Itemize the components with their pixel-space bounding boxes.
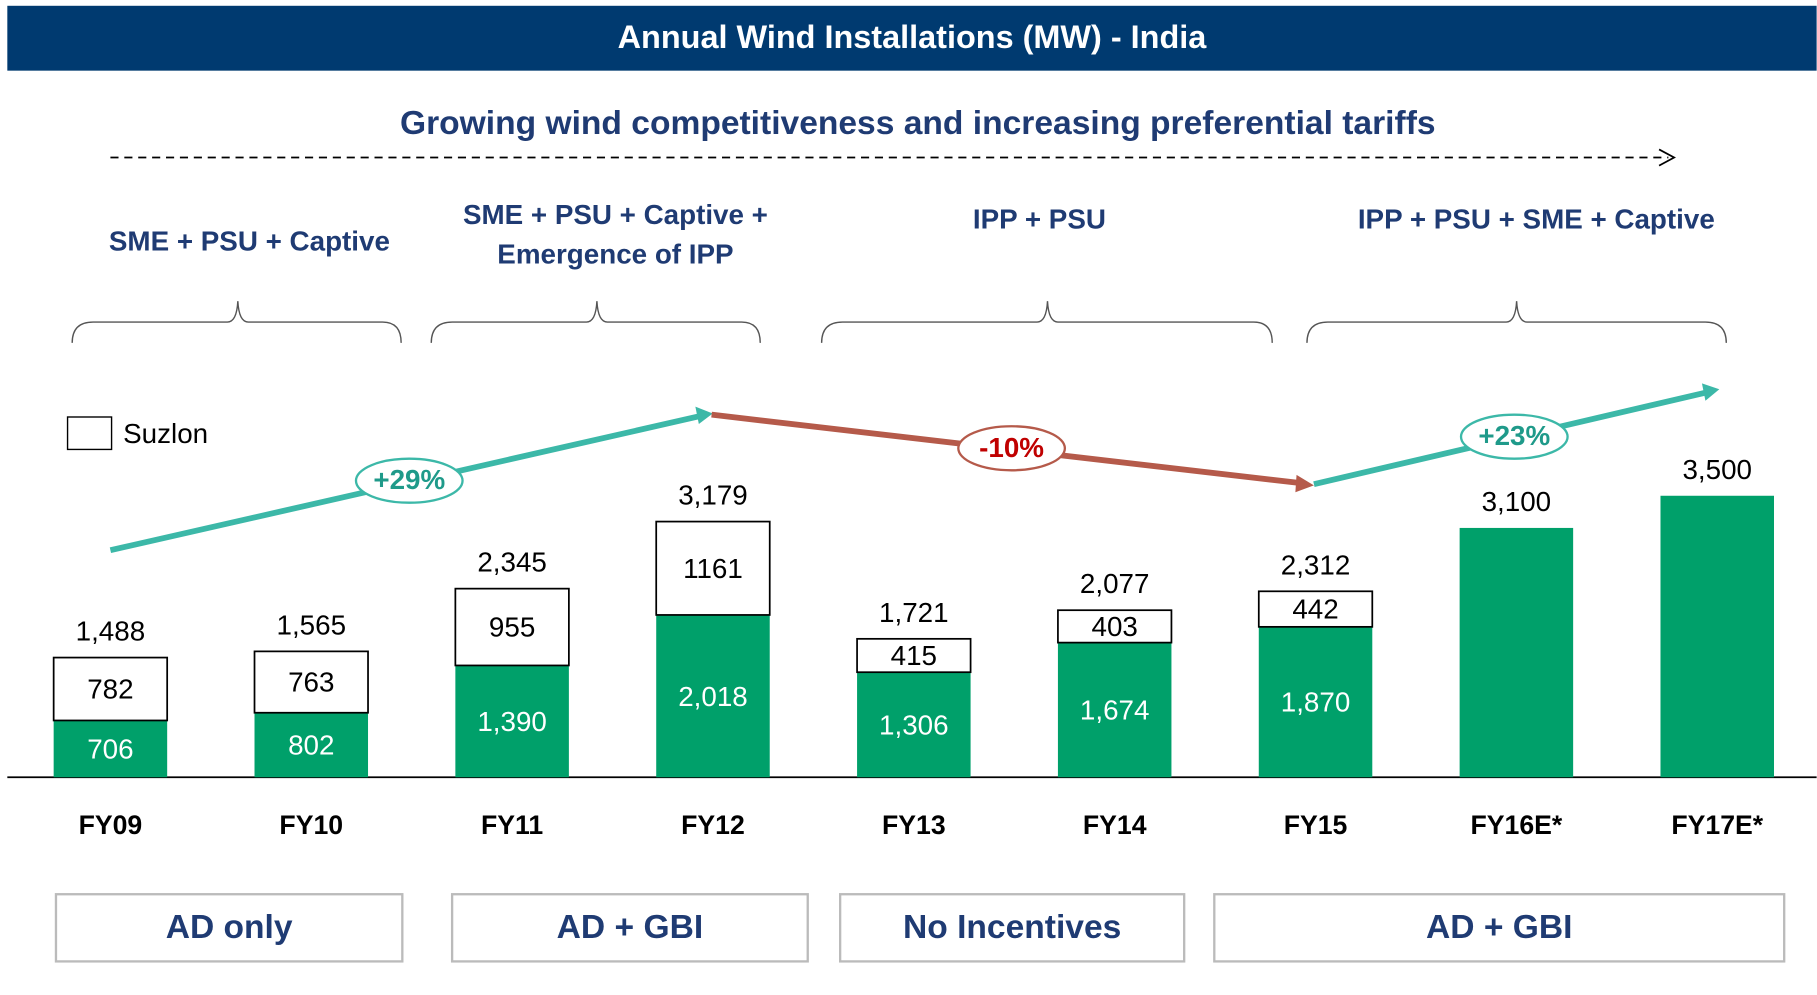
x-tick-label: FY09 [79,810,143,840]
legend-label: Suzlon [123,418,208,449]
bar-segment [53,720,168,778]
bar-segment [455,665,569,778]
subtitle: Growing wind competitiveness and increas… [400,105,1436,142]
growth-label: -10% [979,432,1044,463]
growth-badge [354,457,464,504]
bar-segment [454,587,570,667]
arrow-head [1701,383,1720,401]
legend-swatch [66,416,113,451]
brace [820,301,1273,343]
x-tick-label: FY13 [882,810,946,840]
incentive-label: AD only [166,909,293,946]
group-label: SME + PSU + Captive + [463,199,768,230]
value-label: 706 [87,734,133,765]
group-label: IPP + PSU + SME + Captive [1358,204,1715,235]
bar-segment [52,656,169,722]
x-tick-label: FY10 [279,810,343,840]
value-label: 1161 [683,553,743,584]
value-label: 2,018 [678,681,748,712]
value-label: 763 [288,667,334,698]
x-tick-label: FY17E* [1671,810,1763,840]
value-label: 782 [87,674,133,705]
brace [430,301,761,343]
x-tick-label: FY12 [681,810,745,840]
total-label: 3,500 [1682,454,1752,485]
total-label: 3,179 [678,480,748,511]
x-tick-label: FY14 [1083,810,1147,840]
bar-segment [1257,590,1374,628]
bar-segment [856,637,972,674]
incentive-box [1213,893,1786,963]
growth-label: +29% [373,464,445,495]
arrow-head [1295,474,1314,493]
value-label: 442 [1292,594,1338,625]
total-label: 2,345 [477,547,547,578]
group-label: SME + PSU + Captive [109,226,390,257]
title-bar [7,5,1817,71]
value-label: 1,870 [1281,687,1351,718]
x-tick-label: FY15 [1284,810,1348,840]
value-label: 1,306 [879,709,949,740]
total-label: 1,721 [879,597,949,628]
arrow-head [1658,148,1676,167]
value-label: 415 [891,640,937,671]
bar-segment [254,712,369,778]
bar-segment [1660,495,1774,778]
x-tick-label: FY11 [481,810,543,840]
brace [1306,301,1727,343]
value-label: 802 [288,730,334,761]
value-label: 1,390 [477,706,547,737]
bar-segment [655,520,771,616]
growth-badge [1459,413,1569,460]
group-label: IPP + PSU [973,204,1106,235]
value-label: 955 [489,612,535,643]
x-tick-label: FY16E* [1471,810,1563,840]
bar-segment [1057,642,1172,778]
growth-label: +23% [1478,420,1550,451]
group-label: Emergence of IPP [497,238,733,269]
bar-segment [253,650,369,714]
incentive-box [839,893,1186,963]
chart-title: Annual Wind Installations (MW) - India [618,19,1208,55]
bar-segment [857,672,971,778]
incentive-label: No Incentives [903,909,1121,946]
arrow-head [695,406,713,424]
incentive-box [450,893,809,963]
brace [71,301,402,343]
total-label: 2,312 [1281,549,1351,580]
bar-segment [1258,626,1373,778]
growth-badge [957,425,1067,472]
total-label: 2,077 [1080,568,1150,599]
bar-segment [1057,609,1173,644]
value-label: 403 [1092,611,1138,642]
total-label: 3,100 [1482,486,1552,517]
incentive-box [54,893,404,963]
total-label: 1,488 [76,616,146,647]
braces [71,301,1727,343]
bar-segment [656,614,770,778]
total-label: 1,565 [277,609,347,640]
bar-segment [1459,527,1574,778]
incentive-label: AD + GBI [557,909,703,946]
incentive-label: AD + GBI [1426,909,1572,946]
value-label: 1,674 [1080,695,1150,726]
